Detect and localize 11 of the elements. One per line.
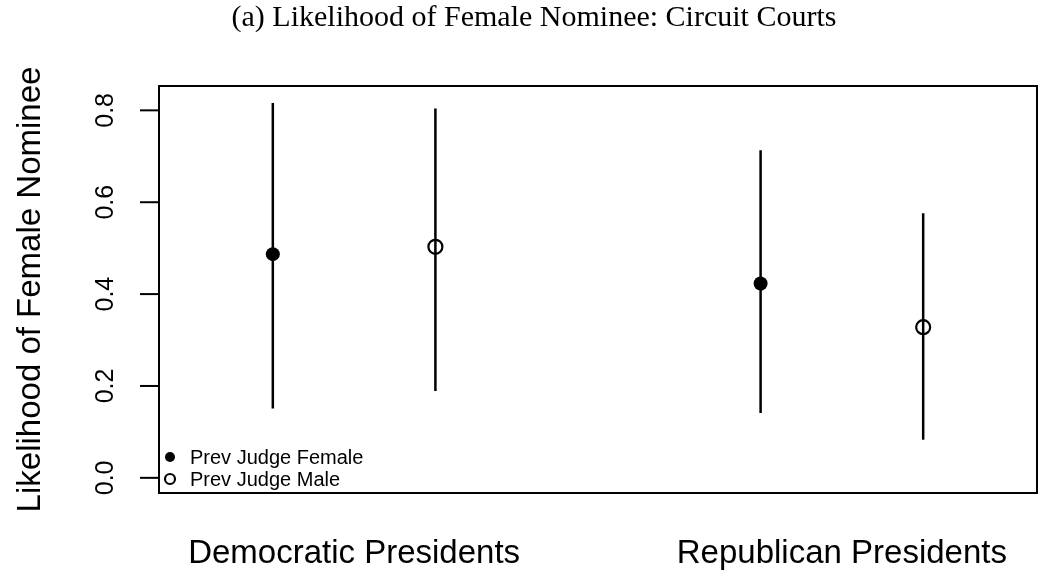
y-tick-label: 0.4 <box>90 276 118 312</box>
y-tick-label: 0.6 <box>90 184 118 220</box>
y-tick-label: 0.0 <box>90 460 118 496</box>
chart-title: (a) Likelihood of Female Nominee: Circuit Courts <box>230 0 838 32</box>
x-tick-label: Democratic Presidents <box>188 533 521 571</box>
legend-label: Prev Judge Male <box>190 468 341 490</box>
y-tick-label: 0.8 <box>90 92 118 128</box>
x-tick-label: Republican Presidents <box>676 533 1007 571</box>
y-tick-label: 0.2 <box>90 368 118 404</box>
legend-label: Prev Judge Female <box>190 446 364 468</box>
y-axis-title: Likelihood of Female Nominee <box>10 66 47 513</box>
